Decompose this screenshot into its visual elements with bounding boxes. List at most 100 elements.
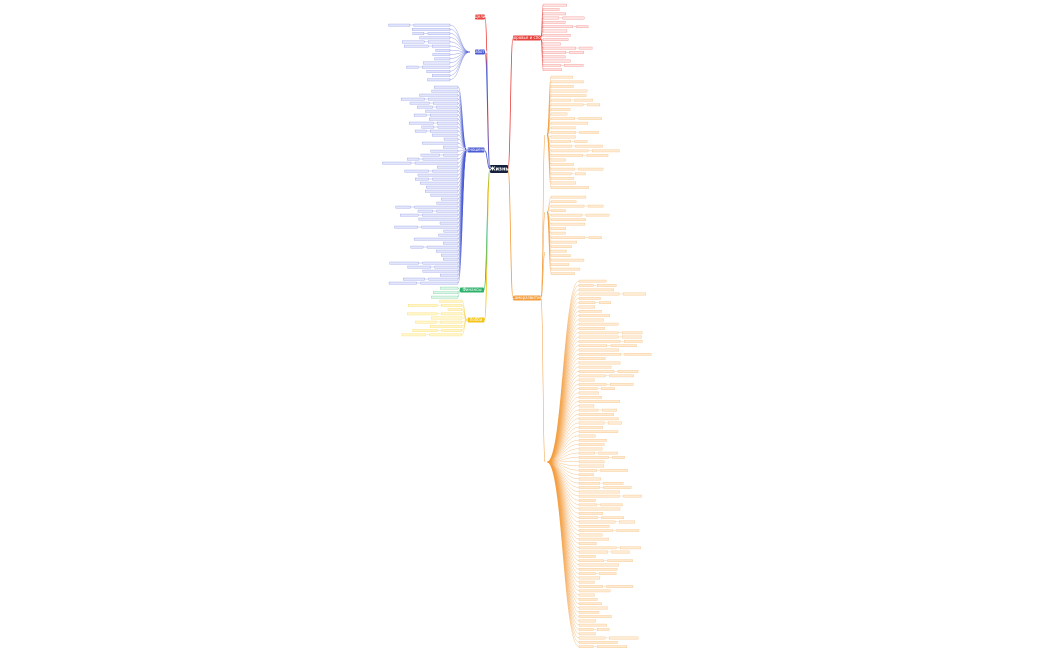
leaf-box <box>542 21 566 24</box>
leaf-box <box>578 636 606 640</box>
leaf-box <box>441 304 463 307</box>
leaf-box <box>443 153 459 157</box>
leaf-box <box>550 254 571 258</box>
leaf-box <box>623 340 643 343</box>
leaf-box <box>587 204 604 208</box>
leaf-box <box>578 348 619 352</box>
leaf-box <box>429 117 459 121</box>
leaf-box <box>578 117 602 120</box>
leaf-box <box>542 46 576 50</box>
leaf-box <box>578 396 602 399</box>
nodes: Жизнь Здоровье и спорт Саморазвитие Цели Ра… <box>460 14 546 323</box>
leaf-box <box>550 195 587 199</box>
leaf-box <box>403 277 425 281</box>
leaf-box <box>421 125 435 129</box>
leaf-box <box>430 129 459 133</box>
leaf-box <box>414 177 429 181</box>
leaf-box <box>578 537 609 541</box>
leaf-box <box>439 221 459 225</box>
link <box>449 51 471 63</box>
leaf-box <box>428 40 451 44</box>
leaf-box <box>436 105 459 109</box>
leaf-box <box>427 78 451 82</box>
leaf-box <box>578 572 596 575</box>
leaf-box <box>587 103 601 107</box>
leaf-box <box>578 284 594 287</box>
link <box>457 114 468 151</box>
leaf-box <box>433 291 459 295</box>
leaf-box <box>427 32 451 35</box>
leaf-box <box>578 507 621 511</box>
leaf-box <box>609 636 639 640</box>
link <box>540 251 546 299</box>
leaf-box <box>414 205 459 209</box>
leaf-box <box>578 408 599 412</box>
leaf-box <box>424 189 459 193</box>
leaf-box <box>401 333 426 337</box>
link <box>546 388 580 463</box>
link <box>540 37 544 70</box>
leaf-box <box>578 456 609 459</box>
link <box>449 51 471 72</box>
leaf-box <box>607 421 622 425</box>
leaf-box <box>550 172 572 176</box>
leaf-box <box>422 261 459 265</box>
leaf-box <box>578 383 607 386</box>
leaf-box <box>432 44 451 48</box>
leaf-box <box>597 628 610 631</box>
branch-box <box>460 287 484 293</box>
leaf-box <box>601 387 615 391</box>
leaf-box <box>550 149 589 153</box>
link <box>546 306 580 463</box>
leaf-box <box>414 129 427 133</box>
leaf-box <box>578 486 600 489</box>
leaf-box <box>606 585 634 588</box>
leaf-box <box>592 149 620 153</box>
link <box>449 33 471 53</box>
leaf-box <box>550 131 576 134</box>
leaf-box <box>550 227 566 231</box>
leaf-box <box>389 261 419 265</box>
leaf-box <box>578 555 596 558</box>
link <box>546 461 580 583</box>
leaf-box <box>421 225 459 229</box>
leaf-box <box>435 49 451 52</box>
link <box>484 51 491 170</box>
leaf-box <box>382 161 412 165</box>
leaf-box <box>578 301 596 305</box>
leaf-box <box>409 121 434 125</box>
leaf-box <box>437 121 459 125</box>
link <box>546 298 580 463</box>
link <box>449 37 471 53</box>
leaf-box <box>598 451 618 455</box>
leaf-box <box>412 32 425 35</box>
leaf-box <box>550 89 588 93</box>
leaf-box <box>585 213 610 217</box>
leaf-box <box>578 391 599 395</box>
leaf-box <box>441 329 463 332</box>
leaf-box <box>413 113 427 117</box>
leaf-box <box>440 273 459 277</box>
leaf-box <box>428 277 459 281</box>
leaf-box <box>578 331 619 335</box>
leaf-box <box>578 340 621 343</box>
leaf-box <box>550 263 570 267</box>
leaf-box <box>607 559 633 563</box>
leaf-box <box>550 98 571 102</box>
leaf-box <box>564 64 584 67</box>
leaf-box <box>578 361 621 365</box>
link <box>546 375 580 463</box>
leaf-box <box>578 469 597 472</box>
leaf-box <box>417 209 433 213</box>
leaf-box <box>550 222 586 226</box>
leaf-box <box>404 169 429 173</box>
leaf-box <box>407 265 431 269</box>
leaf-box <box>433 101 459 105</box>
leaf-box <box>578 494 620 498</box>
link <box>457 289 461 298</box>
leaf-box <box>407 312 438 316</box>
link <box>457 118 468 151</box>
leaf-box <box>578 512 603 515</box>
leaf-box <box>407 157 420 161</box>
